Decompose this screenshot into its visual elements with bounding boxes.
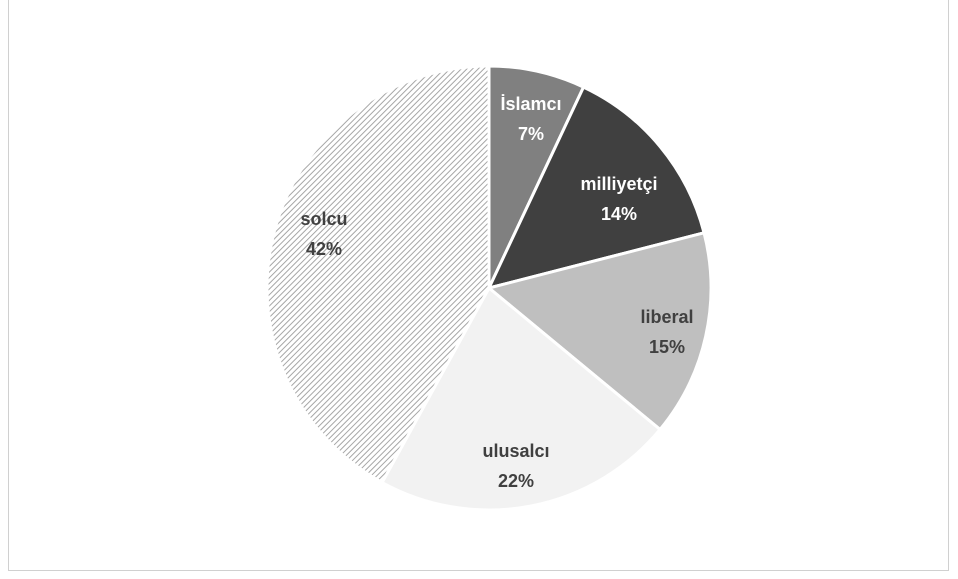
chart-frame: İslamcı 7% milliyetçi 14% liberal 15% ulusalcı…	[8, 0, 949, 571]
slice-label-2: milliyetçi	[580, 174, 657, 194]
pie-slice-2	[486, 85, 706, 291]
slice-label-4: ulusalcı	[482, 441, 549, 461]
pie-slice-4	[380, 285, 663, 512]
slice-percent-1: 7%	[518, 124, 544, 144]
slice-percent-2: 14%	[601, 204, 637, 224]
pie-slice-5	[265, 64, 491, 485]
pie-chart: İslamcı 7% milliyetçi 14% liberal 15% ulusalcı…	[265, 64, 713, 512]
slice-percent-5: 42%	[306, 239, 342, 259]
slice-label-3: liberal	[640, 307, 693, 327]
pie-slice-3	[485, 230, 713, 432]
pie-labels: İslamcı 7% milliyetçi 14% liberal 15% ulusalcı…	[300, 94, 693, 491]
slice-label-5: solcu	[300, 209, 347, 229]
pie-slices	[265, 64, 713, 512]
slice-percent-4: 22%	[498, 471, 534, 491]
slice-percent-3: 15%	[649, 337, 685, 357]
slice-label-1: İslamcı	[500, 94, 561, 114]
